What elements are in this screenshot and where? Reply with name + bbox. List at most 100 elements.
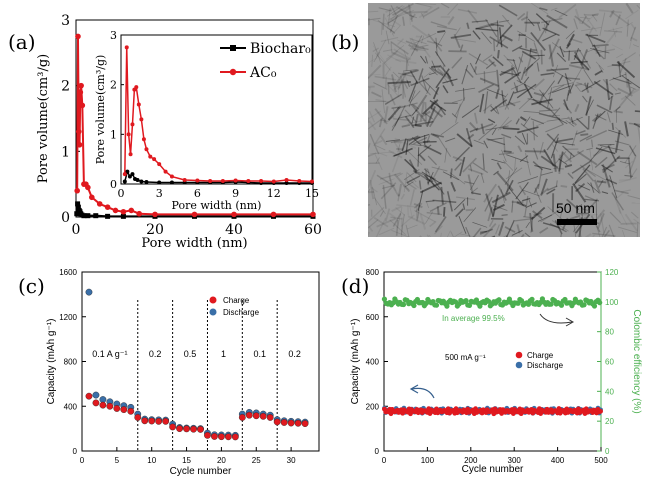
chart-c-ytick-label: 1200 [59,313,77,322]
tem-fiber [596,104,613,114]
tem-fiber [373,197,386,215]
tem-fiber [426,234,430,237]
tem-fiber [591,13,599,16]
tem-fiber [368,169,377,189]
chart-c-point [183,425,190,433]
tem-fiber [503,160,514,171]
tem-fiber [435,68,450,89]
tem-fiber [392,212,402,227]
tem-fiber [403,171,408,193]
tem-fiber [485,193,495,217]
tem-fiber [621,75,640,89]
tem-fiber [410,13,416,21]
tem-fiber [368,64,382,80]
tem-fiber [371,91,382,98]
tem-fiber [604,45,607,60]
tem-fiber [548,107,564,125]
chart-d: 0 100 200 300 400 500020040060080002040608010… [350,268,642,475]
tem-fiber [380,119,389,123]
tem-fiber [409,189,415,206]
tem-fiber [437,67,450,80]
tem-fiber [406,224,418,230]
tem-fiber [487,118,496,124]
tem-fiber [446,230,451,237]
tem-fiber [611,44,623,51]
chart-d-capacity-arrow-head [409,384,419,394]
tem-fiber [420,55,427,64]
tem-fiber [373,51,381,63]
chart-a-series-line [76,36,313,216]
tem-fiber [484,91,489,114]
tem-fiber [585,99,594,116]
tem-fiber [573,173,587,186]
tem-fiber [390,5,397,16]
tem-fiber [517,126,539,134]
tem-fiber [549,222,567,233]
inset-ylabel: Pore volume(cm³/g) [94,55,107,165]
tem-fiber [615,105,621,112]
tem-fiber [518,33,521,42]
tem-fiber [475,53,481,65]
tem-fiber [473,66,478,73]
chart-c-point [176,425,183,433]
chart-c-legend-label: Charge [223,296,250,305]
tem-fiber [459,44,464,52]
tem-fiber [450,181,456,192]
tem-fiber [529,48,532,56]
tem-fiber [401,138,407,152]
tem-fiber [612,77,632,85]
inset-ytick-label: 1 [110,128,117,141]
tem-fiber [457,8,478,14]
tem-fiber [375,157,380,164]
tem-fiber [379,135,388,146]
tem-fiber [385,45,405,60]
tem-fiber [579,134,593,142]
tem-fiber [404,115,415,129]
tem-fiber [515,182,529,200]
tem-fiber [372,186,378,206]
tem-fiber [380,36,399,42]
tem-fiber [605,178,618,185]
tem-fiber [451,113,458,118]
tem-fiber [544,23,547,34]
tem-fiber [414,124,422,128]
tem-fiber [425,211,434,224]
chart-a-legend-marker [229,68,237,76]
tem-fiber [563,99,569,111]
chart-d-capacity-point [598,408,603,414]
tem-fiber [368,116,370,124]
tem-fiber [369,133,380,155]
tem-fiber [382,185,387,209]
tem-fiber [485,125,509,131]
tem-fiber [533,147,539,160]
tem-fiber [593,44,601,57]
tem-fiber [491,194,499,218]
tem-fiber [519,47,538,54]
chart-c-point [273,418,281,426]
tem-fiber [426,40,435,45]
tem-fiber [505,219,515,237]
tem-fiber [421,110,431,118]
inset-point [163,169,168,174]
chart-a-xlabel: Pore width (nm) [141,236,247,251]
tem-fiber [551,220,569,232]
chart-c-xtick-label: 30 [287,456,296,465]
tem-fiber [552,82,574,88]
tem-fiber [414,209,436,223]
tem-fiber [519,155,529,162]
tem-fiber [502,93,509,101]
tem-fiber [425,200,435,203]
tem-fiber [527,98,549,104]
tem-fiber [475,27,498,32]
tem-fiber [436,206,440,215]
tem-fiber [624,213,638,232]
tem-fiber [614,92,621,95]
inset-point [233,178,238,183]
tem-fiber [459,156,466,177]
tem-fiber [399,114,412,119]
tem-fiber [513,88,527,94]
chart-c-xtick-label: 20 [217,456,226,465]
tem-fiber [459,233,477,237]
inset-point [169,180,174,185]
tem-fiber [552,107,561,117]
